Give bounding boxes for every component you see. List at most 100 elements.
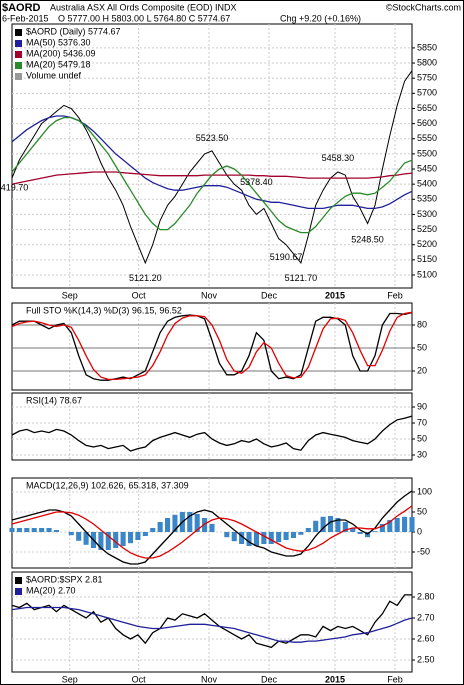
- series-line: [11, 594, 412, 649]
- y-tick-label: 20: [417, 365, 427, 375]
- histogram-bar: [120, 532, 126, 546]
- y-tick-label: 5550: [417, 133, 437, 143]
- histogram-bar: [24, 528, 30, 532]
- price-annotation: 5419.70: [0, 183, 28, 193]
- price-annotation: 5121.20: [129, 273, 162, 283]
- y-tick-label: 5750: [417, 73, 437, 83]
- legend-label: MA(50) 5376.30: [26, 37, 91, 47]
- x-tick-label: Feb: [387, 674, 403, 684]
- histogram-bar: [409, 517, 415, 532]
- series-line: [11, 606, 413, 643]
- histogram-bar: [357, 532, 363, 534]
- panel-frame: [11, 392, 413, 461]
- histogram-bar: [209, 524, 215, 532]
- series-line: [11, 505, 413, 559]
- histogram-bar: [298, 532, 304, 535]
- y-tick-label: 5600: [417, 118, 437, 128]
- legend-label: Volume undef: [26, 70, 82, 80]
- y-tick-label: 2.70: [417, 612, 435, 622]
- price-annotation: 5523.50: [196, 133, 229, 143]
- x-tick-label: Oct: [132, 674, 147, 684]
- histogram-bar: [142, 532, 148, 536]
- y-tick-label: 5150: [417, 254, 437, 264]
- histogram-bar: [83, 532, 89, 545]
- legend-label: $AORD:$SPX 2.81: [26, 574, 103, 584]
- series-line: [11, 311, 413, 381]
- y-tick-label: 70: [417, 417, 427, 427]
- legend-swatch: [15, 62, 22, 69]
- panel-title: MACD(12,26,9) 102.626, 65.318, 37.309: [26, 480, 189, 490]
- y-tick-label: 5200: [417, 239, 437, 249]
- panel-frame: [11, 302, 413, 391]
- histogram-bar: [172, 514, 178, 532]
- x-tick-label: Feb: [387, 290, 403, 300]
- histogram-bar: [283, 532, 289, 540]
- histogram-bar: [402, 516, 408, 532]
- histogram-bar: [224, 532, 230, 538]
- y-tick-label: 5500: [417, 148, 437, 158]
- y-tick-label: 90: [417, 401, 427, 411]
- series-line: [11, 415, 413, 452]
- histogram-bar: [16, 528, 22, 532]
- y-tick-label: 5400: [417, 179, 437, 189]
- histogram-bar: [320, 516, 326, 532]
- x-tick-label: Oct: [132, 290, 147, 300]
- histogram-bar: [253, 532, 259, 546]
- histogram-bar: [261, 532, 267, 544]
- histogram-bar: [39, 528, 45, 532]
- histogram-bar: [276, 532, 282, 542]
- histogram-bar: [105, 532, 111, 550]
- histogram-bar: [194, 514, 200, 532]
- y-tick-label: 50: [417, 433, 427, 443]
- date: 6-Feb-2015: [2, 13, 49, 23]
- x-tick-label: 2015: [325, 290, 345, 300]
- series-line: [11, 70, 413, 265]
- y-tick-label: 5850: [417, 42, 437, 52]
- histogram-bar: [113, 532, 119, 548]
- histogram-bar: [231, 532, 237, 542]
- histogram-bar: [327, 516, 334, 532]
- x-tick-label: Sep: [62, 674, 78, 684]
- histogram-bar: [127, 532, 134, 544]
- histogram-bar: [342, 522, 348, 532]
- legend-label: MA(200) 5436.09: [26, 48, 96, 58]
- histogram-bar: [150, 528, 156, 532]
- chart-subtitle: Australia ASX All Ords Composite (EOD) I…: [50, 2, 237, 12]
- change: Chg +9.20 (+0.16%): [280, 13, 361, 23]
- panel-frame: [11, 571, 413, 673]
- legend-swatch: [15, 40, 22, 47]
- x-tick-label: Dec: [261, 674, 278, 684]
- legend-label: $AORD (Daily) 5774.67: [26, 26, 121, 36]
- y-tick-label: 5800: [417, 57, 437, 67]
- x-tick-label: Dec: [261, 290, 278, 300]
- legend-label: MA(20) 5479.18: [26, 59, 91, 69]
- legend-swatch: [15, 577, 22, 584]
- y-tick-label: 2.50: [417, 654, 435, 664]
- legend-swatch: [15, 588, 22, 595]
- series-line: [11, 116, 413, 234]
- legend-swatch: [15, 73, 22, 80]
- y-tick-label: 50: [417, 342, 427, 352]
- histogram-bar: [31, 528, 37, 532]
- source: ©StockCharts.com: [386, 2, 461, 12]
- y-tick-label: 30: [417, 449, 427, 459]
- y-tick-label: 100: [417, 486, 432, 496]
- panel-title: Full STO %K(14,3) %D(3) 96.15, 96.52: [26, 305, 182, 315]
- y-tick-label: 5650: [417, 103, 437, 113]
- histogram-bar: [76, 532, 82, 541]
- histogram-bar: [53, 530, 59, 532]
- price-annotation: 5121.70: [285, 273, 318, 283]
- chart-title: $AORD: [2, 2, 41, 14]
- series-line: [11, 311, 413, 381]
- price-annotation: 5190.67: [270, 252, 303, 262]
- x-tick-label: Sep: [62, 290, 78, 300]
- y-tick-label: 5450: [417, 163, 437, 173]
- histogram-bar: [268, 532, 274, 544]
- histogram-bar: [98, 532, 104, 550]
- y-tick-label: 80: [417, 319, 427, 329]
- histogram-bar: [305, 528, 311, 532]
- y-tick-label: 0: [417, 526, 422, 536]
- histogram-bar: [379, 524, 385, 532]
- y-tick-label: 5100: [417, 269, 437, 279]
- y-tick-label: 5300: [417, 209, 437, 219]
